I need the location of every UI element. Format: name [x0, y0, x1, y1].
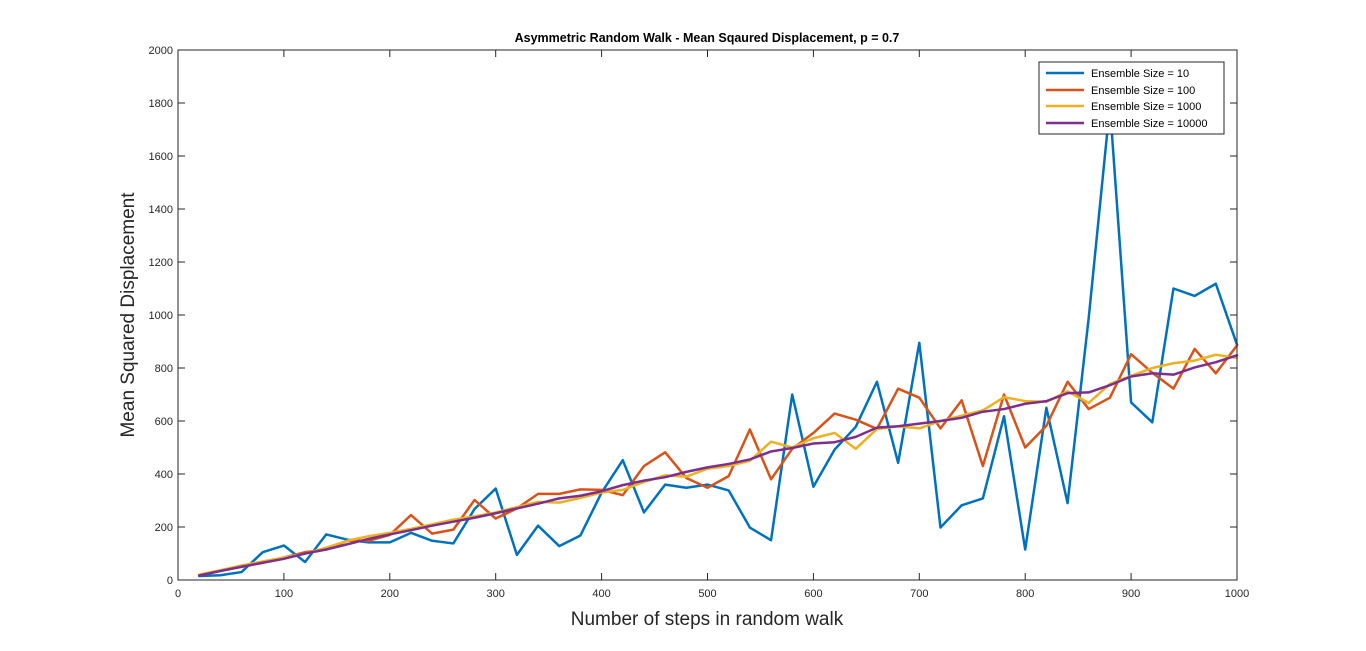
- x-tick-label: 400: [592, 588, 610, 600]
- y-tick-label: 1600: [149, 151, 173, 163]
- series-line-3: [197, 353, 1239, 576]
- y-tick-label: 1000: [149, 310, 173, 322]
- legend-entry: Ensemble Size = 10: [1046, 68, 1189, 80]
- chart-title: Asymmetric Random Walk - Mean Sqaured Di…: [515, 31, 900, 45]
- x-tick-label: 700: [910, 588, 928, 600]
- legend-label: Ensemble Size = 1000: [1091, 101, 1201, 113]
- series-line-4: [197, 354, 1239, 577]
- y-tick-label: 200: [155, 522, 173, 534]
- x-axis-label: Number of steps in random walk: [571, 609, 844, 630]
- x-tick-label: 0: [175, 588, 181, 600]
- legend-entry: Ensemble Size = 1000: [1046, 101, 1201, 113]
- x-tick-label: 100: [275, 588, 293, 600]
- x-tick-label: 500: [698, 588, 716, 600]
- series-line-1: [197, 104, 1239, 578]
- x-axis-ticks: 0 100 200 300 400 500 600 700 800 900 1000: [175, 50, 1249, 600]
- x-tick-label: 800: [1016, 588, 1034, 600]
- y-tick-label: 1400: [149, 204, 173, 216]
- legend-entry: Ensemble Size = 100: [1046, 85, 1195, 97]
- y-tick-label: 400: [155, 469, 173, 481]
- series-line-2: [197, 344, 1239, 577]
- x-tick-label: 600: [804, 588, 822, 600]
- legend-entry: Ensemble Size = 10000: [1046, 118, 1208, 130]
- plot-area: [178, 50, 1237, 580]
- x-tick-label: 1000: [1225, 588, 1249, 600]
- y-axis-label: Mean Squared Displacement: [118, 192, 139, 438]
- legend-label: Ensemble Size = 10: [1091, 68, 1189, 80]
- y-tick-label: 800: [155, 363, 173, 375]
- y-tick-label: 600: [155, 416, 173, 428]
- y-tick-label: 0: [167, 575, 173, 587]
- y-tick-label: 2000: [149, 45, 173, 57]
- legend-label: Ensemble Size = 10000: [1091, 118, 1208, 130]
- legend: Ensemble Size = 10 Ensemble Size = 100 E…: [1038, 61, 1225, 135]
- y-tick-label: 1800: [149, 98, 173, 110]
- x-tick-label: 900: [1122, 588, 1140, 600]
- y-tick-label: 1200: [149, 257, 173, 269]
- x-tick-label: 200: [381, 588, 399, 600]
- y-axis-ticks: 0 200 400 600 800 1000 1200 1400 1600 1800 2000: [149, 45, 1237, 587]
- legend-label: Ensemble Size = 100: [1091, 85, 1195, 97]
- series-layer: [197, 104, 1239, 578]
- x-tick-label: 300: [487, 588, 505, 600]
